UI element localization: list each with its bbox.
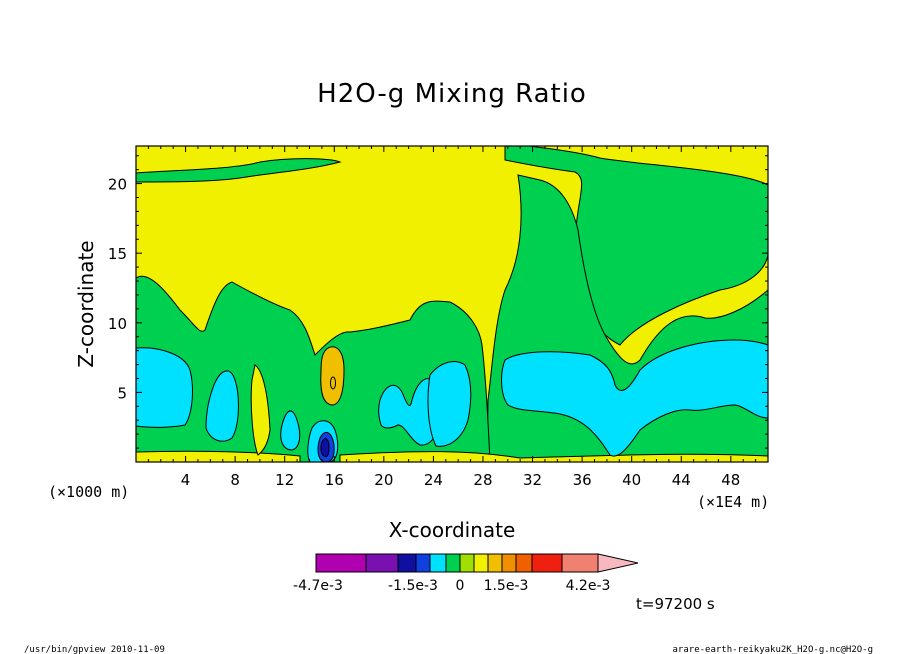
colorbar-label-pos: 1.5e-3 xyxy=(484,578,529,594)
colorbar-swatch xyxy=(531,553,563,573)
x-tick-label: 8 xyxy=(230,471,240,489)
x-unit-label: (×1E4 m) xyxy=(697,493,769,511)
colorbar-swatch xyxy=(561,553,599,573)
y-unit-label: (×1000 m) xyxy=(48,483,129,501)
colorbar-swatch xyxy=(429,553,447,573)
colorbar-label-max: 4.2e-3 xyxy=(566,578,611,594)
colorbar-swatch xyxy=(501,553,517,573)
colorbar-swatch xyxy=(365,553,399,573)
axis-ticks xyxy=(136,146,768,462)
colorbar-swatch xyxy=(459,553,475,573)
field-cyan-x8 xyxy=(205,370,239,442)
time-label: t=97200 s xyxy=(636,595,715,613)
chart-title: H2O-g Mixing Ratio xyxy=(317,79,587,109)
field-cyan-left xyxy=(136,347,193,428)
colorbar-swatch xyxy=(515,553,533,573)
field-orange-pocket-core xyxy=(330,376,336,390)
x-tick-label: 44 xyxy=(672,471,691,489)
field-green-top-band xyxy=(136,158,342,183)
colorbar-swatch xyxy=(397,553,417,573)
field-cyan-x13 xyxy=(280,410,301,451)
colorbar-extend-arrow xyxy=(597,553,639,573)
x-tick-label: 32 xyxy=(523,471,542,489)
x-tick-label: 48 xyxy=(721,471,740,489)
field-cyan-right xyxy=(501,339,768,457)
colorbar-swatch xyxy=(487,553,503,573)
x-tick-label: 20 xyxy=(374,471,393,489)
field-yellow-mid-gap xyxy=(250,364,271,456)
y-tick-label: 5 xyxy=(117,384,127,402)
field-yellow-bottom-strip-2 xyxy=(339,451,768,462)
y-tick-label: 15 xyxy=(108,245,127,263)
footer-left: /usr/bin/gpview 2010-11-09 xyxy=(24,645,165,654)
field-orange-pocket xyxy=(320,346,345,406)
colorbar xyxy=(315,553,639,573)
y-tick-labels: 5 10 15 20 xyxy=(108,176,127,403)
x-tick-label: 4 xyxy=(181,471,191,489)
colorbar-swatch xyxy=(315,553,367,573)
colorbar-swatch xyxy=(445,553,461,573)
x-tick-label: 24 xyxy=(424,471,443,489)
colorbar-labels: -4.7e-3 -1.5e-3 0 1.5e-3 4.2e-3 xyxy=(293,578,610,594)
y-tick-label: 10 xyxy=(108,315,127,333)
footer-right: arare-earth-reikyaku2K_H2O-g.nc@H2O-g xyxy=(673,645,873,654)
field-darkblue-core xyxy=(320,438,330,458)
x-tick-label: 40 xyxy=(622,471,641,489)
x-tick-labels: 4 8 12 16 20 24 28 32 36 40 44 48 xyxy=(181,471,741,489)
y-axis-title: Z-coordinate xyxy=(74,240,98,367)
field-cyan-x25 xyxy=(427,361,472,447)
x-tick-label: 28 xyxy=(473,471,492,489)
x-tick-label: 36 xyxy=(573,471,592,489)
x-tick-label: 16 xyxy=(325,471,344,489)
x-tick-label: 12 xyxy=(275,471,294,489)
colorbar-label-min: -4.7e-3 xyxy=(293,578,343,594)
colorbar-swatch xyxy=(473,553,489,573)
plot-area xyxy=(135,145,769,463)
colorbar-swatch xyxy=(415,553,431,573)
y-tick-label: 20 xyxy=(108,176,127,194)
colorbar-label-neg: -1.5e-3 xyxy=(388,578,438,594)
plot-frame xyxy=(135,145,769,463)
field-green-right xyxy=(504,146,768,346)
colorbar-label-zero: 0 xyxy=(456,578,465,594)
x-axis-title: X-coordinate xyxy=(389,518,516,542)
